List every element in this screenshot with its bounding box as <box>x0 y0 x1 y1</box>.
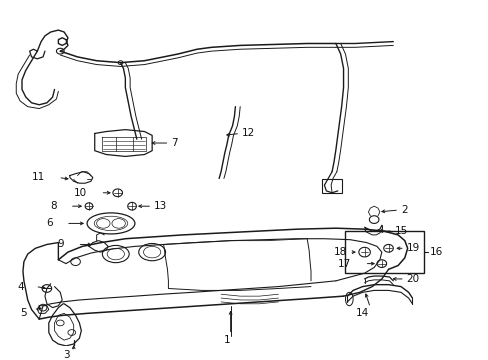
Text: 13: 13 <box>154 201 167 211</box>
Text: 1: 1 <box>223 335 230 345</box>
Text: 4: 4 <box>17 282 24 292</box>
Text: 14: 14 <box>355 309 368 318</box>
Text: 11: 11 <box>32 172 45 183</box>
Text: 7: 7 <box>171 138 178 148</box>
Text: 2: 2 <box>400 205 407 215</box>
Text: 12: 12 <box>242 129 255 139</box>
Text: 10: 10 <box>74 188 87 198</box>
Text: 17: 17 <box>337 258 350 269</box>
Bar <box>322 179 341 193</box>
Text: 3: 3 <box>62 351 69 360</box>
Text: 18: 18 <box>333 247 346 257</box>
Text: 5: 5 <box>20 309 27 318</box>
Text: 6: 6 <box>46 219 53 228</box>
Text: 19: 19 <box>406 243 419 253</box>
Text: 8: 8 <box>50 201 56 211</box>
Text: 20: 20 <box>406 274 419 284</box>
Text: 16: 16 <box>429 247 442 257</box>
Bar <box>345 231 423 273</box>
Text: 9: 9 <box>58 239 64 249</box>
Text: 15: 15 <box>394 226 407 236</box>
